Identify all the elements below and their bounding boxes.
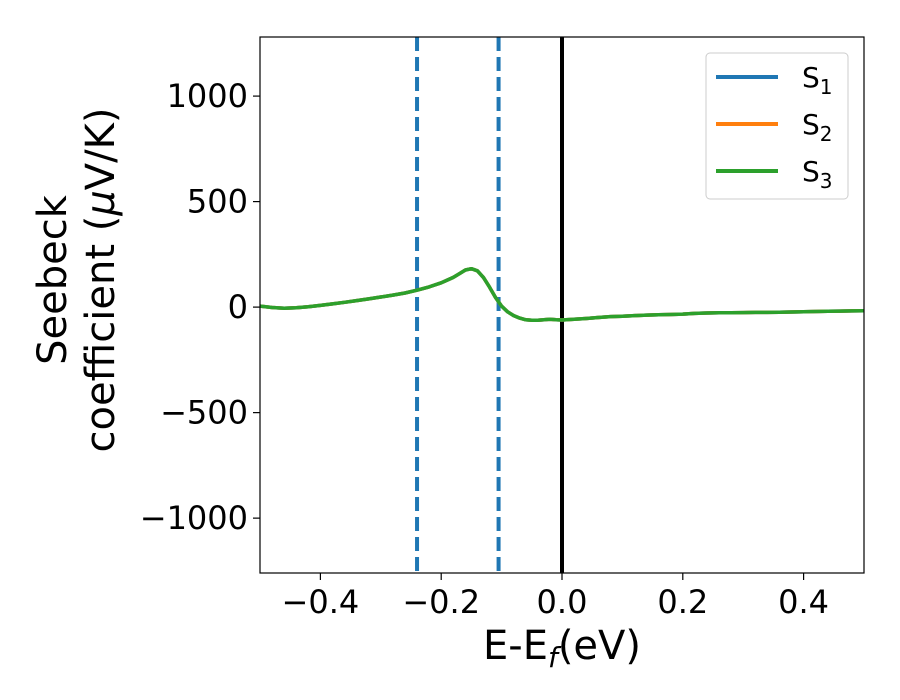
reference-lines xyxy=(415,37,564,573)
legend: S1 S2 S3 xyxy=(705,52,849,200)
x-tick-label: −0.4 xyxy=(282,583,360,621)
y-tick-label: 1000 xyxy=(167,77,248,115)
y-axis: 1000 500 0 −500 −1000 xyxy=(140,77,260,537)
series-lines xyxy=(260,266,864,322)
series-line-s3 xyxy=(260,266,864,322)
x-axis-title: E-Ef(eV) xyxy=(483,623,641,674)
x-tick-label: −0.2 xyxy=(402,583,480,621)
x-axis: −0.4 −0.2 0.0 0.2 0.4 xyxy=(282,573,829,621)
y-tick-label: −500 xyxy=(160,394,248,432)
y-axis-title: Seebeck coefficient (μV/K) xyxy=(30,108,124,453)
y-axis-title-line1: Seebeck xyxy=(30,194,76,365)
y-axis-title-line2: coefficient (μV/K) xyxy=(78,108,124,453)
legend-label-s1: S1 xyxy=(802,61,833,99)
y-tick-label: 500 xyxy=(187,183,248,221)
x-tick-label: 0.4 xyxy=(778,583,829,621)
legend-label-s3: S3 xyxy=(802,155,833,193)
x-tick-label: 0.0 xyxy=(537,583,588,621)
legend-label-s2: S2 xyxy=(802,108,833,146)
y-tick-label: −1000 xyxy=(140,499,248,537)
x-tick-label: 0.2 xyxy=(657,583,708,621)
y-tick-label: 0 xyxy=(228,288,248,326)
